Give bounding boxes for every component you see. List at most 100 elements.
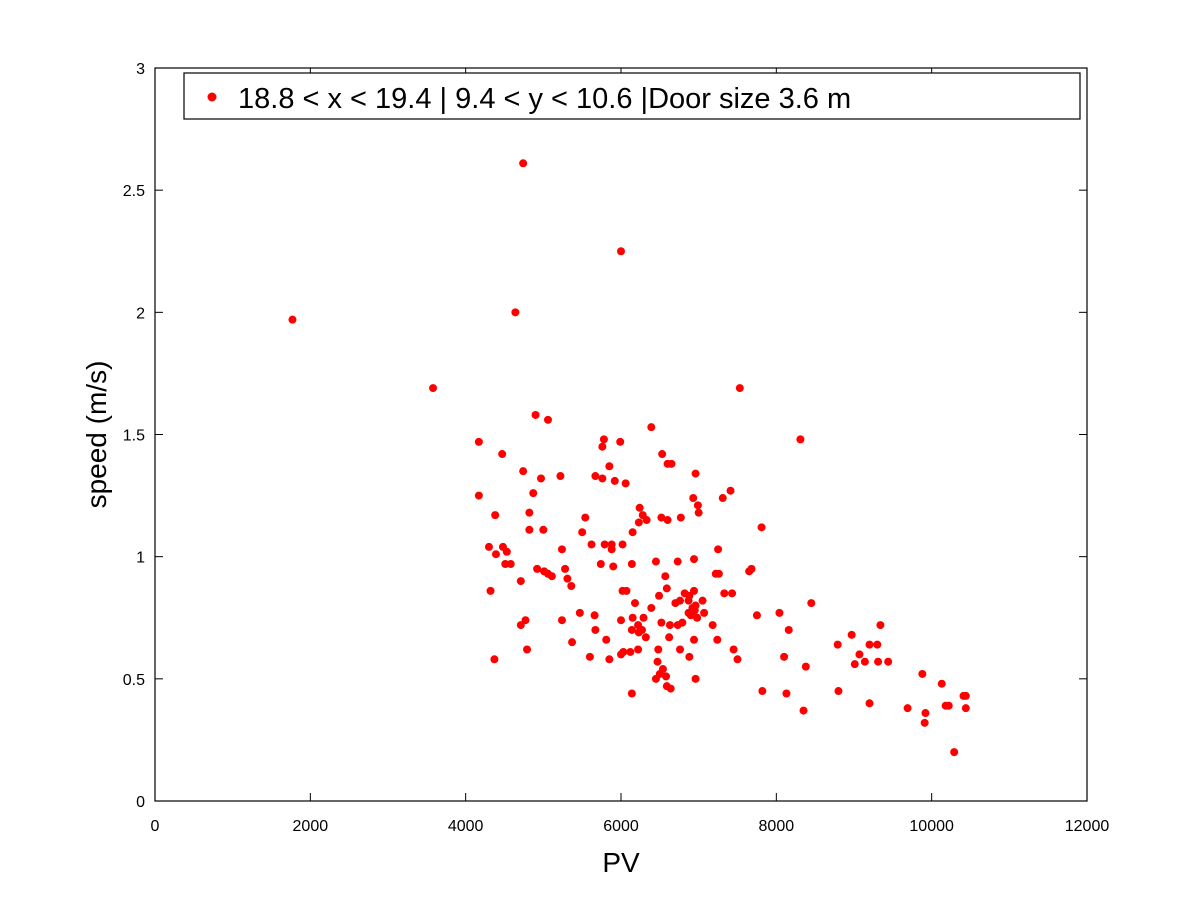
data-point <box>598 474 607 483</box>
data-point <box>694 508 703 517</box>
data-point <box>757 523 766 532</box>
data-point <box>619 647 628 656</box>
data-point <box>671 599 680 608</box>
y-tick-label: 2 <box>136 305 145 322</box>
data-point <box>529 489 538 498</box>
data-point <box>575 608 584 617</box>
data-point <box>728 589 737 598</box>
data-points-layer <box>288 159 970 757</box>
data-point <box>491 550 500 559</box>
data-point <box>609 562 618 571</box>
data-point <box>647 423 656 432</box>
data-point <box>547 572 556 581</box>
data-point <box>758 687 767 696</box>
data-point <box>490 655 499 664</box>
data-point <box>780 652 789 661</box>
data-point <box>833 640 842 649</box>
data-point <box>752 611 761 620</box>
data-point <box>634 518 643 527</box>
data-point <box>627 559 636 568</box>
data-point <box>523 645 532 654</box>
data-point <box>950 748 959 757</box>
data-point <box>626 647 635 656</box>
data-point <box>578 528 587 537</box>
data-point <box>698 596 707 605</box>
data-point <box>610 476 619 485</box>
data-point <box>708 621 717 630</box>
data-point <box>865 640 874 649</box>
x-tick-label: 8000 <box>759 818 795 835</box>
data-point <box>657 513 666 522</box>
data-point <box>691 469 700 478</box>
data-point <box>590 611 599 620</box>
data-point <box>799 706 808 715</box>
y-tick-label: 1 <box>136 550 145 567</box>
axis-ticks-layer: 0 2000 4000 6000 8000 10000 12000 0 0.5 1 1.5 2 2.5 3 <box>123 61 1110 835</box>
data-point <box>599 435 608 444</box>
data-point <box>506 559 515 568</box>
data-point <box>484 542 493 551</box>
x-tick-label: 4000 <box>448 818 484 835</box>
data-point <box>663 516 672 525</box>
legend-label: 18.8 < x < 19.4 | 9.4 < y < 10.6 |Door s… <box>238 83 851 115</box>
data-point <box>561 564 570 573</box>
data-point <box>511 308 520 317</box>
data-point <box>745 567 754 576</box>
data-point <box>634 645 643 654</box>
y-tick-label: 1.5 <box>123 428 145 445</box>
data-point <box>567 581 576 590</box>
data-point <box>655 591 664 600</box>
data-point <box>903 704 912 713</box>
data-point <box>628 528 637 537</box>
data-point <box>617 616 625 625</box>
data-point <box>884 657 893 666</box>
data-point <box>429 384 438 393</box>
x-tick-label: 6000 <box>603 818 639 835</box>
data-point <box>600 540 609 549</box>
data-point <box>627 689 636 698</box>
y-tick-label: 0.5 <box>123 672 145 689</box>
data-point <box>516 621 525 630</box>
data-point <box>733 655 742 664</box>
data-point <box>834 687 843 696</box>
data-point <box>519 159 528 168</box>
data-point <box>486 586 495 595</box>
data-point <box>537 474 546 483</box>
data-point <box>591 472 600 481</box>
data-point <box>666 684 675 693</box>
data-point <box>685 652 694 661</box>
data-point <box>918 669 927 678</box>
data-point <box>921 709 930 718</box>
data-point <box>647 603 656 612</box>
data-point <box>920 718 929 727</box>
data-point <box>726 486 735 495</box>
x-tick-label: 10000 <box>909 818 954 835</box>
data-point <box>676 645 685 654</box>
x-tick-label: 2000 <box>293 818 329 835</box>
x-axis-title: PV <box>602 847 640 878</box>
data-point <box>607 540 616 549</box>
data-point <box>533 564 542 573</box>
data-point <box>865 699 874 708</box>
data-point <box>563 574 572 583</box>
data-point <box>635 503 644 512</box>
data-point <box>720 589 729 598</box>
data-point <box>700 608 709 617</box>
legend-box <box>183 72 1081 120</box>
data-point <box>539 525 548 534</box>
data-point <box>691 674 700 683</box>
data-point <box>516 577 525 586</box>
data-point <box>713 635 722 644</box>
data-point <box>874 657 883 666</box>
data-point <box>637 625 646 634</box>
data-point <box>665 633 674 642</box>
data-point <box>661 572 670 581</box>
data-point <box>288 315 297 324</box>
data-point <box>796 435 805 444</box>
data-point <box>850 660 859 669</box>
legend: 18.8 < x < 19.4 | 9.4 < y < 10.6 |Door s… <box>183 72 1081 120</box>
data-point <box>654 645 663 654</box>
data-point <box>860 657 869 666</box>
data-point <box>617 247 625 256</box>
